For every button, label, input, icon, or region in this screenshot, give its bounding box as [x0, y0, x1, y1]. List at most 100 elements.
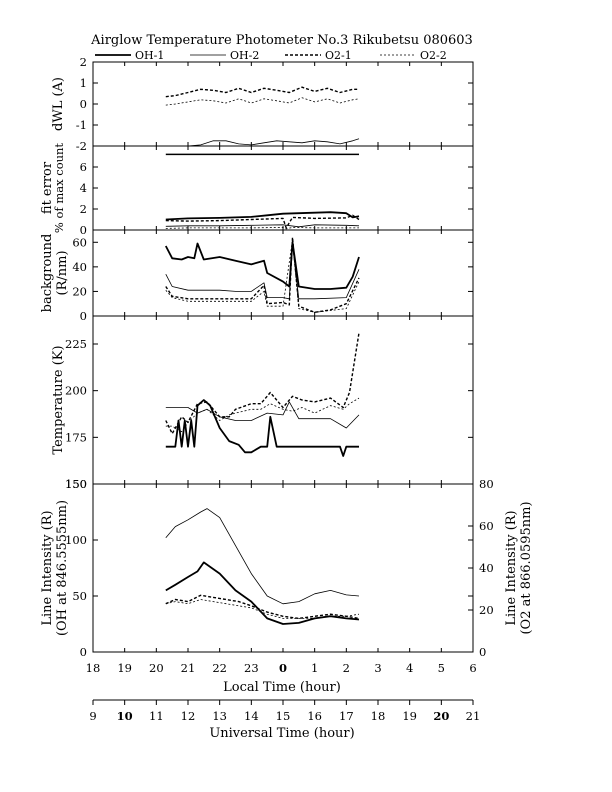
local-tick-label: 2 [343, 661, 350, 675]
series-group [165, 332, 360, 457]
universal-tick-label: 13 [212, 709, 227, 723]
universal-tick-label: 10 [117, 709, 133, 723]
legend: OH-1 OH-2 O2-1 O2-2 [95, 49, 447, 62]
ytick-label: 1 [80, 76, 87, 90]
ytick-label: 0 [80, 97, 87, 111]
ytick-label: 150 [65, 477, 87, 491]
ylabel: dWL (A) [51, 77, 66, 131]
universal-tick-label: 19 [402, 709, 417, 723]
series-oh-2 [165, 244, 360, 300]
panel-frame [92, 315, 474, 485]
legend-label-oh-1: OH-1 [135, 49, 164, 62]
series-o2-2 [165, 97, 360, 106]
series-o2-2 [165, 226, 359, 230]
y2tick-label: 0 [479, 645, 486, 659]
legend-item-o2-2: O2-2 [380, 49, 447, 62]
ylabel: Line Intensity (R) [40, 510, 55, 625]
panel-background: 60 40 20 0 background (R/nm) [40, 229, 474, 323]
ytick-label: 200 [65, 384, 87, 398]
ytick-label: 0 [80, 309, 87, 323]
local-tick-label: 21 [181, 661, 196, 675]
ylabel-line2: (OH at 846.5555nm) [55, 500, 70, 636]
y2label: Line Intensity (R) [504, 510, 519, 625]
series-oh-1 [165, 561, 360, 625]
ytick-label: 50 [72, 589, 87, 603]
ylabel-line2: (R/nm) [55, 250, 70, 295]
local-tick-label: 6 [469, 661, 476, 675]
universal-tick-label: 12 [181, 709, 196, 723]
ytick-label: 0 [80, 223, 87, 237]
legend-label-o2-2: O2-2 [420, 49, 447, 62]
ytick-label: 2 [80, 55, 87, 69]
panel-frame [92, 61, 474, 147]
series-group [165, 508, 360, 625]
panel-frame [92, 483, 474, 653]
panel-frame [92, 145, 474, 231]
local-time-label: Local Time (hour) [223, 680, 341, 695]
panel-fit-error: 6 4 2 0 fit error% of max count [40, 143, 474, 237]
universal-tick-label: 16 [307, 709, 322, 723]
local-tick-label: 5 [438, 661, 445, 675]
legend-label-o2-1: O2-1 [325, 49, 352, 62]
ytick-label: 225 [65, 337, 87, 351]
local-tick-label: 1 [311, 661, 318, 675]
ytick-label: 0 [80, 645, 87, 659]
series-oh-1 [165, 241, 360, 290]
universal-tick-label: 15 [276, 709, 291, 723]
universal-tick-label: 11 [149, 709, 164, 723]
series-oh-2 [165, 508, 360, 605]
y2label-line2: (O2 at 866.0595nm) [519, 501, 534, 634]
ytick-label: 175 [65, 430, 87, 444]
y2tick-label: 60 [479, 519, 494, 533]
series-oh-2 [165, 224, 360, 228]
legend-item-oh-1: OH-1 [95, 49, 164, 62]
series-oh-2 [165, 138, 360, 146]
ytick-label: 2 [80, 202, 87, 216]
ytick-label: 6 [80, 160, 87, 174]
series-group [165, 86, 360, 146]
universal-tick-label: 14 [244, 709, 259, 723]
figure-title: Airglow Temperature Photometer No.3 Riku… [90, 33, 473, 48]
local-tick-label: 18 [86, 661, 101, 675]
universal-tick-label: 9 [89, 709, 96, 723]
series-oh-2 [165, 401, 360, 429]
ytick-label: 4 [80, 181, 87, 195]
panel-dWL: 2 1 0 -1 -2 dWL (A) [51, 55, 474, 153]
y2tick-label: 20 [479, 603, 494, 617]
y2tick-label: 40 [479, 561, 494, 575]
ytick-label: -2 [76, 139, 87, 153]
universal-tick-label: 21 [466, 709, 481, 723]
legend-item-oh-2: OH-2 [190, 49, 259, 62]
series-o2-2 [165, 397, 360, 433]
local-tick-label: 19 [117, 661, 132, 675]
local-tick-label: 3 [374, 661, 381, 675]
series-o2-1 [165, 236, 360, 313]
ytick-label: 100 [65, 533, 87, 547]
local-tick-label: 22 [212, 661, 227, 675]
local-tick-label: 0 [279, 661, 287, 675]
ylabel: Temperature (K) [51, 345, 66, 454]
time-axes: Local Time (hour) Universal Time (hour) … [86, 661, 481, 741]
local-tick-label: 20 [149, 661, 164, 675]
universal-tick-label: 18 [371, 709, 386, 723]
ytick-label: 20 [72, 284, 87, 298]
ytick-label: 60 [72, 235, 87, 249]
series-o2-1 [165, 332, 360, 435]
y2tick-label: 80 [479, 477, 494, 491]
ylabel-line2: % of max count [52, 143, 66, 233]
series-o2-1 [165, 214, 360, 229]
local-tick-label: 23 [244, 661, 259, 675]
series-o2-1 [165, 86, 359, 98]
series-o2-2 [165, 239, 360, 313]
panel-frame [92, 229, 474, 317]
universal-time-label: Universal Time (hour) [209, 726, 354, 741]
legend-item-o2-1: O2-1 [285, 49, 352, 62]
series-o2-1 [165, 594, 360, 620]
panel-temperature: 225 200 175 150 Temperature (K) [51, 315, 474, 491]
local-tick-label: 4 [406, 661, 413, 675]
ylabel: fit error [40, 161, 55, 214]
series-oh-1 [165, 211, 360, 221]
